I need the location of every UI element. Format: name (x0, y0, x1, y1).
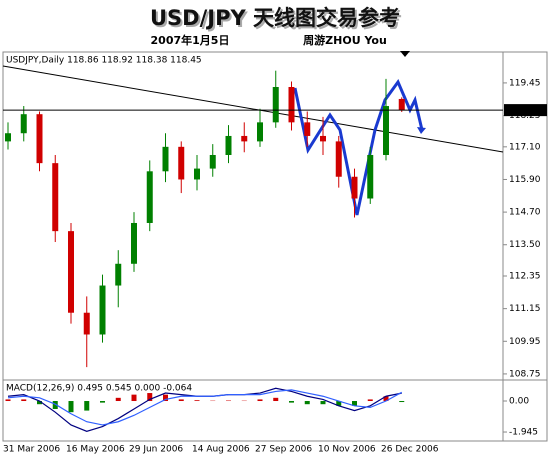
subtitle: 2007年1月5日 (151, 33, 230, 47)
x-tick-label: 31 Mar 2006 (3, 445, 60, 455)
candle-body (225, 135, 232, 155)
candle-body (162, 146, 169, 172)
y-tick-label: 111.15 (509, 304, 541, 314)
x-tick-label: 14 Aug 2006 (192, 445, 250, 455)
histogram-bar (257, 399, 263, 402)
y-tick-label: 119.45 (509, 78, 541, 88)
x-tick-label: 27 Sep 2006 (255, 445, 312, 455)
candle-body (383, 106, 389, 155)
histogram-bar (399, 401, 405, 403)
candle-body (146, 171, 153, 223)
candle-body (83, 312, 90, 335)
y-tick-label: 117.10 (509, 142, 541, 152)
macd-line (7, 389, 403, 426)
candle-body (335, 141, 342, 177)
y-tick-label: 114.70 (509, 208, 541, 218)
histogram-bar (147, 393, 153, 402)
author: 周游ZHOU You (303, 33, 387, 47)
candle-body (288, 86, 295, 123)
chart-title: USD/JPY 天线图交易参考 (150, 6, 400, 30)
candle-body (131, 222, 137, 264)
histogram-bar (336, 401, 342, 406)
histogram-bar (367, 399, 373, 402)
x-tick-label: 16 May 2006 (66, 445, 125, 455)
candle-body (351, 176, 358, 199)
candle-body (398, 98, 405, 111)
y-tick-label: 113.50 (509, 240, 541, 250)
candle-body (36, 114, 43, 164)
histogram-bar (131, 394, 137, 402)
histogram-bar (178, 399, 184, 402)
candle-body (20, 114, 27, 134)
histogram-bar (273, 397, 279, 402)
candle-body (99, 285, 106, 335)
trend-line (2, 65, 504, 153)
last-price-label: 118.45 (508, 106, 540, 116)
projection-arrow (417, 127, 426, 134)
histogram-bar (115, 397, 121, 402)
y-tick-label: 115.90 (509, 175, 541, 185)
x-tick-label: 10 Nov 2006 (318, 445, 376, 455)
histogram-bar (84, 401, 90, 411)
histogram-bar (21, 399, 27, 402)
histogram-bar (304, 401, 310, 405)
candle-body (304, 122, 311, 136)
candle-body (272, 86, 279, 123)
candle-body (52, 163, 59, 232)
candle-body (5, 133, 11, 142)
candle-body (194, 168, 200, 180)
x-tick-label: 29 Jun 2006 (129, 445, 183, 455)
candle-body (68, 231, 74, 313)
y-tick-label: -1.945 (509, 428, 538, 438)
histogram-bar (383, 396, 389, 402)
histogram-bar (52, 401, 58, 409)
histogram-bar (320, 401, 326, 405)
candle-body (209, 154, 216, 169)
y-tick-label: 112.35 (509, 272, 541, 282)
frame (2, 51, 548, 442)
histogram-bar (352, 401, 357, 406)
last-price-box (504, 104, 547, 117)
candle-body (367, 154, 374, 199)
histogram-bar (163, 394, 168, 402)
x-tick-label: 26 Dec 2006 (381, 445, 439, 455)
histogram-bar (194, 400, 200, 402)
y-tick-label: 0.00 (509, 397, 529, 407)
plot-layer: 119.45118.25117.10115.90114.70113.50112.… (3, 70, 547, 455)
histogram-bar (5, 399, 11, 402)
histogram-bar (289, 401, 294, 403)
candle-body (178, 146, 185, 180)
histogram-bar (100, 401, 105, 403)
candle-body (241, 135, 248, 142)
y-tick-label: 109.95 (509, 337, 541, 347)
candle-body (257, 122, 263, 142)
macd-line (7, 387, 402, 432)
histogram-bar (37, 401, 42, 405)
macd-header: MACD(12,26,9) 0.495 0.545 0.000 -0.064 (6, 384, 192, 394)
candle-body (115, 263, 122, 286)
marker (400, 51, 410, 57)
price-header: USDJPY,Daily 118.86 118.92 118.38 118.45 (6, 56, 202, 66)
histogram-bar (68, 401, 74, 413)
y-tick-label: 108.75 (509, 369, 541, 379)
title-shadow: USD/JPY 天线图交易参考 (152, 8, 402, 32)
candle-body (320, 135, 326, 142)
